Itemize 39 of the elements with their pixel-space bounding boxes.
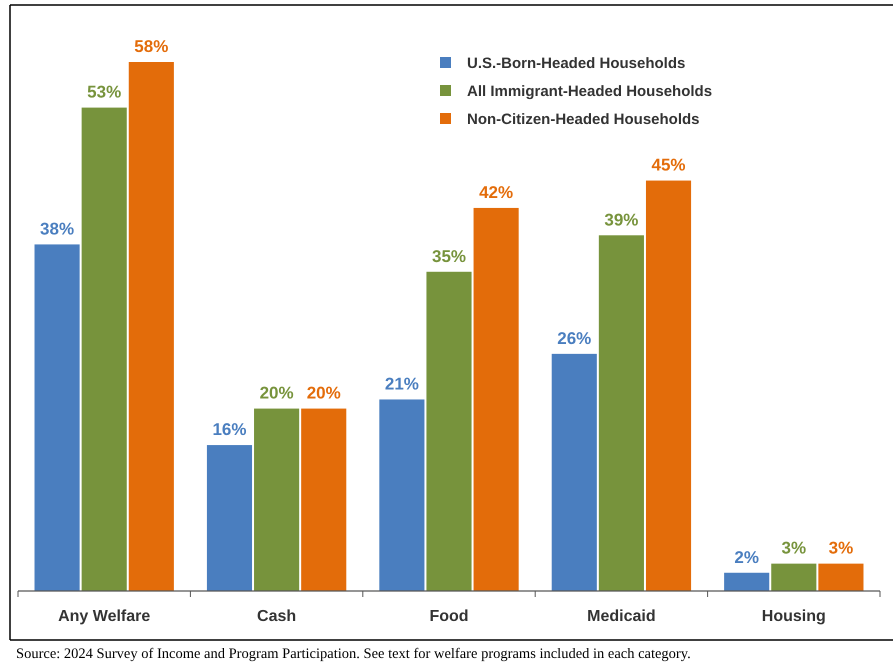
legend-label: U.S.-Born-Headed Households xyxy=(467,55,686,72)
bar xyxy=(552,354,597,591)
data-label: 3% xyxy=(782,538,806,558)
x-tick-label: Food xyxy=(429,608,469,625)
bar xyxy=(598,235,644,591)
bar xyxy=(301,408,346,591)
bar xyxy=(379,399,424,591)
bar xyxy=(82,108,127,591)
data-label: 20% xyxy=(306,384,341,403)
data-label: 45% xyxy=(652,156,686,175)
data-label: 20% xyxy=(260,384,294,403)
data-label: 2% xyxy=(734,548,759,567)
source-note: Source: 2024 Survey of Income and Program Participation. See text for welfare programs included in each category. xyxy=(16,646,691,662)
legend-label: All Immigrant-Headed Households xyxy=(467,83,712,100)
bar xyxy=(206,445,252,591)
data-label: 42% xyxy=(479,182,514,202)
bar xyxy=(426,272,472,591)
bar xyxy=(254,408,300,591)
data-label: 35% xyxy=(432,246,466,266)
x-tick-label: Any Welfare xyxy=(58,608,150,625)
data-label: 53% xyxy=(87,82,122,102)
bar xyxy=(724,572,770,591)
data-label: 16% xyxy=(212,420,246,440)
x-tick-label: Medicaid xyxy=(587,608,656,625)
x-tick-label: Cash xyxy=(257,608,296,625)
x-tick-label: Housing xyxy=(762,608,826,625)
data-label: 21% xyxy=(384,374,419,394)
bar xyxy=(474,208,519,591)
bar xyxy=(771,564,816,591)
bar xyxy=(34,244,80,591)
data-label: 39% xyxy=(604,210,638,230)
bar xyxy=(128,62,174,591)
data-label: 26% xyxy=(557,328,592,348)
legend-label: Non-Citizen-Headed Households xyxy=(467,111,700,128)
bar xyxy=(646,180,692,591)
data-label: 3% xyxy=(828,538,854,558)
data-label: 58% xyxy=(134,37,168,56)
data-label: 38% xyxy=(40,219,74,238)
bar xyxy=(818,564,864,591)
